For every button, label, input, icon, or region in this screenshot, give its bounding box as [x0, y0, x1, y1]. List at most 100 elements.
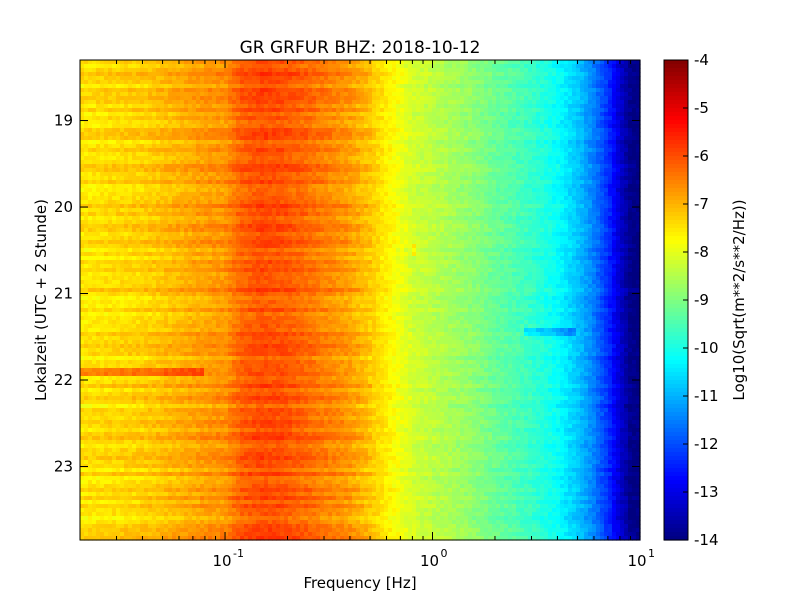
heatmap-cell: [448, 172, 453, 177]
heatmap-cell: [564, 92, 569, 97]
heatmap-cell: [424, 76, 429, 81]
heatmap-cell: [568, 112, 573, 117]
heatmap-cell: [116, 196, 121, 201]
heatmap-cell: [112, 160, 117, 165]
heatmap-cell: [196, 136, 201, 141]
heatmap-cell: [156, 160, 161, 165]
heatmap-cell: [240, 84, 245, 89]
heatmap-cell: [548, 140, 553, 145]
heatmap-cell: [308, 188, 313, 193]
heatmap-cell: [552, 136, 557, 141]
heatmap-cell: [112, 136, 117, 141]
heatmap-cell: [368, 96, 373, 101]
heatmap-cell: [284, 152, 289, 157]
heatmap-cell: [448, 76, 453, 81]
heatmap-cell: [116, 120, 121, 125]
heatmap-cell: [300, 200, 305, 205]
heatmap-cell: [244, 160, 249, 165]
heatmap-cell: [232, 144, 237, 149]
heatmap-cell: [628, 124, 633, 129]
heatmap-cell: [476, 60, 481, 65]
heatmap-cell: [200, 176, 205, 181]
heatmap-cell: [96, 92, 101, 97]
heatmap-cell: [296, 128, 301, 133]
heatmap-cell: [416, 140, 421, 145]
heatmap-cell: [448, 192, 453, 197]
heatmap-cell: [572, 164, 577, 169]
heatmap-cell: [164, 144, 169, 149]
heatmap-cell: [632, 192, 637, 197]
heatmap-cell: [420, 148, 425, 153]
heatmap-cell: [92, 104, 97, 109]
heatmap-cell: [568, 76, 573, 81]
heatmap-cell: [116, 100, 121, 105]
heatmap-cell: [84, 160, 89, 165]
heatmap-cell: [632, 172, 637, 177]
heatmap-cell: [396, 176, 401, 181]
heatmap-cell: [520, 144, 525, 149]
heatmap-cell: [416, 104, 421, 109]
heatmap-cell: [524, 116, 529, 121]
heatmap-cell: [504, 156, 509, 161]
heatmap-cell: [148, 96, 153, 101]
heatmap-cell: [492, 64, 497, 69]
heatmap-cell: [268, 144, 273, 149]
heatmap-cell: [256, 124, 261, 129]
heatmap-cell: [496, 156, 501, 161]
heatmap-cell: [216, 132, 221, 137]
heatmap-cell: [184, 136, 189, 141]
heatmap-cell: [396, 152, 401, 157]
heatmap-cell: [172, 156, 177, 161]
heatmap-cell: [204, 164, 209, 169]
heatmap-cell: [292, 80, 297, 85]
heatmap-cell: [108, 112, 113, 117]
heatmap-cell: [148, 136, 153, 141]
heatmap-cell: [160, 148, 165, 153]
heatmap-cell: [124, 160, 129, 165]
heatmap-cell: [420, 68, 425, 73]
heatmap-cell: [316, 68, 321, 73]
heatmap-cell: [136, 200, 141, 205]
heatmap-cell: [96, 164, 101, 169]
heatmap-cell: [604, 124, 609, 129]
heatmap-cell: [140, 144, 145, 149]
heatmap-cell: [176, 132, 181, 137]
heatmap-cell: [284, 180, 289, 185]
heatmap-cell: [548, 188, 553, 193]
heatmap-cell: [204, 84, 209, 89]
heatmap-cell: [476, 140, 481, 145]
heatmap-cell: [628, 92, 633, 97]
heatmap-cell: [208, 196, 213, 201]
heatmap-cell: [164, 76, 169, 81]
heatmap-cell: [576, 196, 581, 201]
heatmap-cell: [172, 68, 177, 73]
heatmap-cell: [216, 136, 221, 141]
heatmap-cell: [264, 104, 269, 109]
heatmap-cell: [236, 112, 241, 117]
heatmap-cell: [620, 148, 625, 153]
heatmap-cell: [632, 156, 637, 161]
heatmap-cell: [592, 92, 597, 97]
heatmap-cell: [604, 108, 609, 113]
heatmap-cell: [196, 200, 201, 205]
heatmap-cell: [280, 184, 285, 189]
heatmap-cell: [548, 96, 553, 101]
heatmap-cell: [324, 88, 329, 93]
heatmap-cell: [416, 100, 421, 105]
heatmap-cell: [488, 184, 493, 189]
heatmap-cell: [452, 180, 457, 185]
heatmap-cell: [124, 68, 129, 73]
heatmap-cell: [384, 116, 389, 121]
heatmap-cell: [512, 172, 517, 177]
heatmap-cell: [408, 68, 413, 73]
heatmap-cell: [636, 152, 641, 157]
heatmap-cell: [92, 164, 97, 169]
heatmap-cell: [572, 116, 577, 121]
heatmap-cell: [180, 92, 185, 97]
heatmap-cell: [260, 184, 265, 189]
heatmap-cell: [540, 172, 545, 177]
heatmap-cell: [384, 92, 389, 97]
heatmap-cell: [196, 84, 201, 89]
heatmap-cell: [272, 188, 277, 193]
heatmap-cell: [120, 152, 125, 157]
